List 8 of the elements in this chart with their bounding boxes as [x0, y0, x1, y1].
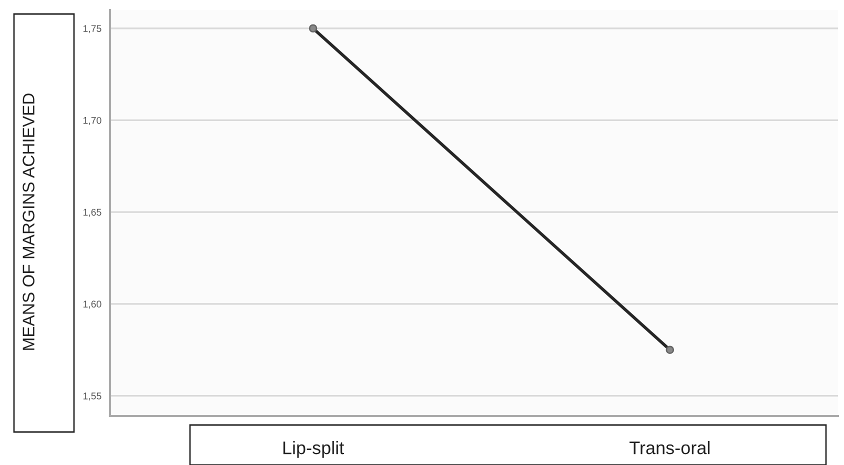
y-tick-label: 1,75 [83, 25, 102, 34]
x-tick-label: Lip-split [283, 441, 344, 458]
y-tick-label: 1,55 [83, 392, 102, 401]
y-tick-label: 1,65 [83, 208, 102, 217]
y-tick-label: 1,70 [83, 116, 102, 125]
x-tick-label: Trans-oral [630, 441, 710, 454]
y-axis-title: MEANS OF MARGINS ACHIEVED [22, 94, 34, 350]
y-tick-label: 1,60 [83, 300, 102, 309]
